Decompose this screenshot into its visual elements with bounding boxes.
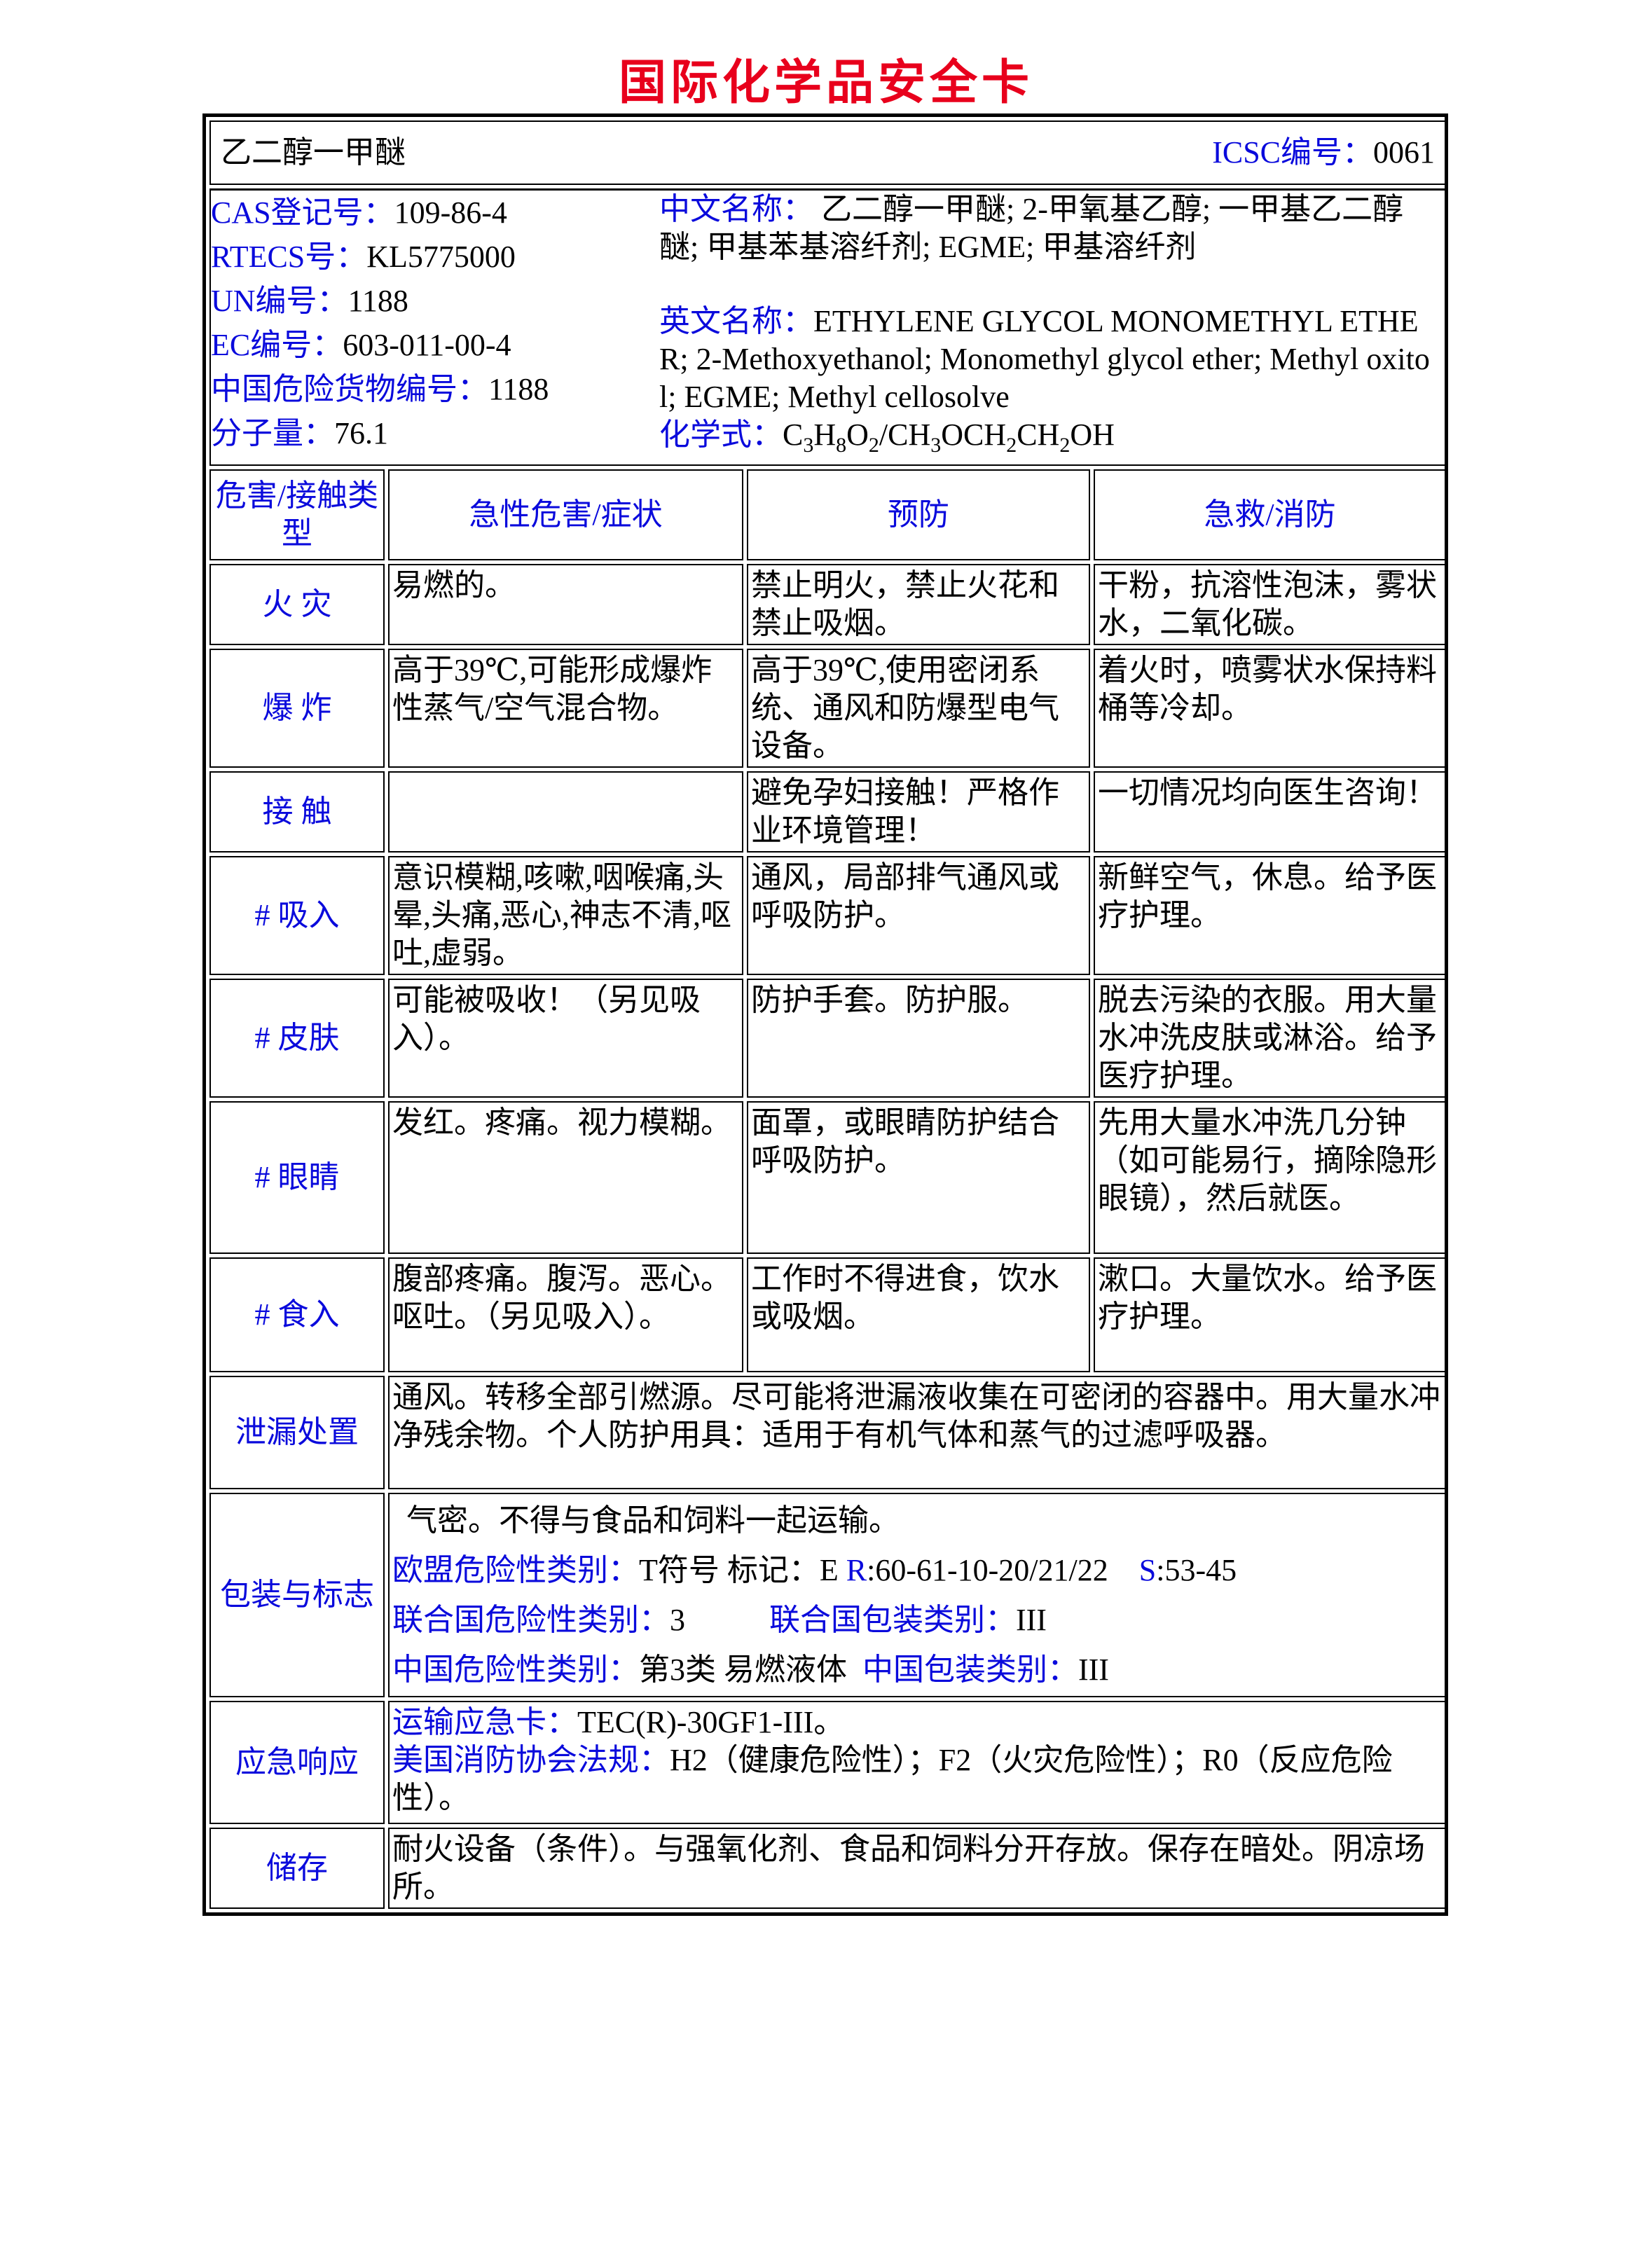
row-prevention: 避免孕妇接触！严格作业环境管理！ [747,771,1090,853]
cn-dangerous-goods-value: 1188 [488,372,549,406]
row-symptoms: 高于39℃,可能形成爆炸性蒸气/空气混合物。 [388,649,743,768]
row-first-aid: 着火时，喷雾状水保持料桶等冷却。 [1094,649,1447,768]
table-row: # 皮肤 可能被吸收！（另见吸入）。 防护手套。防护服。 脱去污染的衣服。用大量… [209,979,1447,1098]
s-phrases-label: S [1138,1553,1157,1587]
transport-card-value: TEC(R)-30GF1-III。 [577,1705,845,1739]
packaging-row: 包装与标志 气密。不得与食品和饲料一起运输。 欧盟危险性类别：T符号 标记：E … [209,1493,1447,1697]
row-symptoms: 腹部疼痛。腹泻。恶心。呕吐。（另见吸入）。 [388,1257,743,1372]
eu-class-value: T符号 标记：E [639,1553,846,1587]
storage-label: 储存 [209,1828,385,1909]
table-row: # 眼睛 发红。疼痛。视力模糊。 面罩，或眼睛防护结合呼吸防护。 先用大量水冲洗… [209,1101,1447,1254]
row-type: # 眼睛 [209,1101,385,1254]
card-table: 乙二醇一甲醚 ICSC编号：0061 CAS登记号：109-86-4 RTECS… [206,117,1450,1912]
ec-label: EC编号： [211,328,343,362]
table-row: 火 灾 易燃的。 禁止明火，禁止火花和禁止吸烟。 干粉，抗溶性泡沫，雾状水，二氧… [209,564,1447,645]
row-type: 接 触 [209,771,385,853]
row-type: 火 灾 [209,564,385,645]
row-first-aid: 脱去污染的衣服。用大量水冲洗皮肤或淋浴。给予医疗护理。 [1094,979,1447,1098]
formula-label: 化学式： [659,417,783,452]
cn-name-value: 乙二醇一甲醚; 2-甲氧基乙醇; 一甲基乙二醇醚; 甲基苯基溶纤剂; EGME;… [659,192,1404,264]
row-first-aid: 先用大量水冲洗几分钟（如可能易行，摘除隐形眼镜），然后就医。 [1094,1101,1447,1254]
packaging-content: 气密。不得与食品和饲料一起运输。 欧盟危险性类别：T符号 标记：E R:60-6… [388,1493,1447,1697]
rtecs-label: RTECS号： [211,240,367,274]
un-value: 1188 [347,284,408,318]
row-prevention: 防护手套。防护服。 [747,979,1090,1098]
emergency-row: 应急响应 运输应急卡：TEC(R)-30GF1-III。 美国消防协会法规：H2… [209,1701,1447,1824]
cn-dangerous-goods-label: 中国危险货物编号： [211,372,488,406]
chemical-name: 乙二醇一甲醚 [221,135,406,170]
emergency-content: 运输应急卡：TEC(R)-30GF1-III。 美国消防协会法规：H2（健康危险… [388,1701,1447,1824]
rtecs-value: KL5775000 [366,240,516,274]
cas-value: 109-86-4 [394,195,507,230]
s-phrases-value: :53-45 [1156,1553,1237,1587]
spill-label: 泄漏处置 [209,1376,385,1489]
row-prevention: 通风，局部排气通风或呼吸防护。 [747,856,1090,975]
cn-class-value: 第3类 易燃液体 [639,1652,847,1687]
transport-card-label: 运输应急卡： [392,1705,577,1739]
column-header-prevention: 预防 [747,469,1090,560]
molecular-weight-label: 分子量： [211,416,334,450]
column-header-symptoms: 急性危害/症状 [388,469,743,560]
un-label: UN编号： [211,284,348,318]
column-header-first-aid: 急救/消防 [1094,469,1447,560]
en-name-label: 英文名称： [659,304,813,338]
table-row: 接 触 避免孕妇接触！严格作业环境管理！ 一切情况均向医生咨询！ [209,771,1447,853]
ec-value: 603-011-00-4 [343,328,511,362]
row-prevention: 面罩，或眼睛防护结合呼吸防护。 [747,1101,1090,1254]
names: 中文名称： 乙二醇一甲醚; 2-甲氧基乙醇; 一甲基乙二醇醚; 甲基苯基溶纤剂;… [659,191,1445,457]
cn-pack-value: III [1078,1652,1109,1687]
spill-text: 通风。转移全部引燃源。尽可能将泄漏液收集在可密闭的容器中。用大量水冲净残余物。个… [388,1376,1447,1489]
icsc-value: 0061 [1373,135,1436,170]
en-name-value: ETHYLENE GLYCOL MONOMETHYL ETHER; 2-Meth… [659,304,1430,414]
row-first-aid: 一切情况均向医生咨询！ [1094,771,1447,853]
spill-row: 泄漏处置 通风。转移全部引燃源。尽可能将泄漏液收集在可密闭的容器中。用大量水冲净… [209,1376,1447,1489]
un-pack-value: III [1016,1603,1047,1637]
safety-card: 乙二醇一甲醚 ICSC编号：0061 CAS登记号：109-86-4 RTECS… [202,113,1448,1916]
molecular-weight-value: 76.1 [334,416,388,450]
storage-text: 耐火设备（条件）。与强氧化剂、食品和饲料分开存放。保存在暗处。阴凉场所。 [388,1828,1447,1909]
page-title: 国际化学品安全卡 [618,55,1033,111]
un-class-label: 联合国危险性类别： [392,1603,670,1637]
column-header-type: 危害/接触类型 [209,469,385,560]
table-row: # 食入 腹部疼痛。腹泻。恶心。呕吐。（另见吸入）。 工作时不得进食，饮水或吸烟… [209,1257,1447,1372]
cn-class-label: 中国危险性类别： [392,1652,639,1687]
table-row: # 吸入 意识模糊,咳嗽,咽喉痛,头晕,头痛,恶心,神志不清,呕吐,虚弱。 通风… [209,856,1447,975]
row-prevention: 高于39℃,使用密闭系统、通风和防爆型电气设备。 [747,649,1090,768]
nfpa-label: 美国消防协会法规： [392,1743,670,1777]
cas-label: CAS登记号： [211,195,394,230]
identification-block: CAS登记号：109-86-4 RTECS号：KL5775000 UN编号：11… [209,188,1447,466]
nfpa-value: H2（健康危险性）；F2（火灾危险性）；R0（反应危险性）。 [392,1743,1393,1815]
row-first-aid: 干粉，抗溶性泡沫，雾状水，二氧化碳。 [1094,564,1447,645]
row-symptoms: 易燃的。 [388,564,743,645]
row-type: # 皮肤 [209,979,385,1098]
cn-pack-label: 中国包装类别： [862,1652,1078,1687]
row-symptoms [388,771,743,853]
row-symptoms: 发红。疼痛。视力模糊。 [388,1101,743,1254]
row-symptoms: 可能被吸收！（另见吸入）。 [388,979,743,1098]
emergency-label: 应急响应 [209,1701,385,1824]
row-prevention: 工作时不得进食，饮水或吸烟。 [747,1257,1090,1372]
packaging-note: 气密。不得与食品和饲料一起运输。 [406,1503,900,1538]
un-pack-label: 联合国包装类别： [769,1603,1016,1637]
formula-value: C3H8O2/CH3OCH2CH2OH [783,417,1115,457]
eu-class-label: 欧盟危险性类别： [392,1553,639,1587]
cn-name-label: 中文名称： [659,192,813,226]
row-symptoms: 意识模糊,咳嗽,咽喉痛,头晕,头痛,恶心,神志不清,呕吐,虚弱。 [388,856,743,975]
row-type: 爆 炸 [209,649,385,768]
header-row: 乙二醇一甲醚 ICSC编号：0061 [209,120,1447,185]
row-first-aid: 新鲜空气，休息。给予医疗护理。 [1094,856,1447,975]
storage-row: 储存 耐火设备（条件）。与强氧化剂、食品和饲料分开存放。保存在暗处。阴凉场所。 [209,1828,1447,1909]
row-prevention: 禁止明火，禁止火花和禁止吸烟。 [747,564,1090,645]
row-first-aid: 漱口。大量饮水。给予医疗护理。 [1094,1257,1447,1372]
row-type: # 吸入 [209,856,385,975]
packaging-label: 包装与标志 [209,1493,385,1697]
icsc-label: ICSC编号： [1212,135,1374,170]
r-phrases-value: :60-61-10-20/21/22 [867,1553,1108,1587]
identifiers: CAS登记号：109-86-4 RTECS号：KL5775000 UN编号：11… [211,191,659,455]
un-class-value: 3 [670,1603,685,1637]
row-type: # 食入 [209,1257,385,1372]
table-row: 爆 炸 高于39℃,可能形成爆炸性蒸气/空气混合物。 高于39℃,使用密闭系统、… [209,649,1447,768]
r-phrases-label: R [846,1553,867,1587]
